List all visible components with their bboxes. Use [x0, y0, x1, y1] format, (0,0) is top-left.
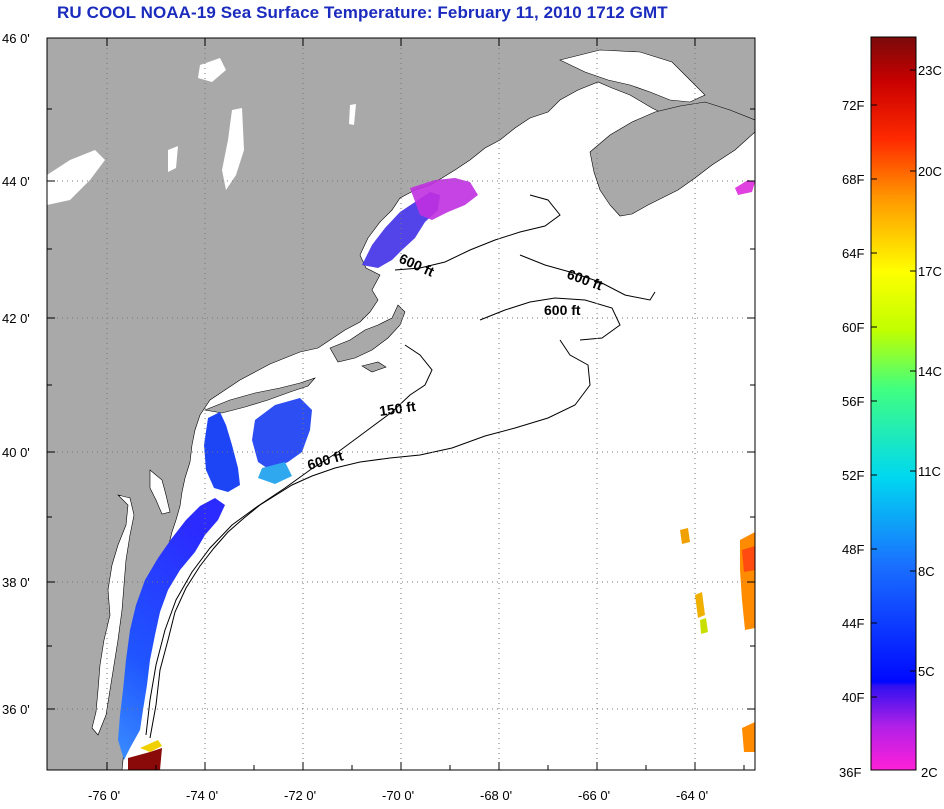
bay-chesapeake [91, 494, 135, 736]
contour-600ft-scotian [519, 254, 656, 301]
axis-ticks [47, 37, 755, 770]
lake [47, 150, 105, 205]
celsius-labels: 23C 20C 17C 14C 11C 8C 5C 2C [918, 63, 942, 780]
colorbar-c-label: 5C [918, 664, 935, 679]
colorbar-c-label: 11C [918, 464, 941, 479]
colorbar-f-label: 44F [842, 616, 864, 631]
lake [222, 108, 244, 190]
colorbar-f-label: 72F [842, 98, 864, 113]
colorbar-c-label: 2C [921, 765, 938, 780]
land-nantucket [361, 361, 387, 373]
lat-label: 40 0' [2, 445, 30, 460]
lake [349, 104, 356, 125]
bay-delaware [149, 469, 171, 515]
sst-patch-nova [735, 180, 755, 195]
contour-label: 600 ft [544, 302, 581, 318]
colorbar-f-label: 48F [842, 542, 864, 557]
colorbar-f-label: 64F [842, 246, 864, 261]
contour-600ft-gom [394, 194, 561, 271]
map-frame: 600 ft 600 ft 600 ft 150 ft 600 ft [47, 38, 755, 770]
gulf-st-lawrence [559, 49, 706, 103]
colorbar-c-label: 20C [918, 164, 942, 179]
latitude-labels: 46 0' 44 0' 42 0' 40 0' 38 0' 36 0' [2, 31, 30, 717]
colorbar-f-label: 56F [842, 394, 864, 409]
colorbar-f-label: 60F [842, 320, 864, 335]
colorbar-c-label: 14C [918, 364, 942, 379]
contour-600ft-shelf [149, 339, 591, 739]
colorbar-f-label: 68F [842, 172, 864, 187]
graticule [47, 38, 755, 770]
lon-label: -68 0' [480, 788, 512, 803]
lon-label: -74 0' [186, 788, 218, 803]
land-cape-cod [329, 304, 406, 363]
sst-patch-li-light [258, 462, 292, 484]
lat-label: 44 0' [2, 174, 30, 189]
contour-600ft-georges [479, 297, 621, 341]
colorbar-f-label: 52F [842, 468, 864, 483]
contour-label: 150 ft [378, 398, 417, 419]
fahrenheit-labels: 72F 68F 64F 60F 56F 52F 48F 44F 40F 36F [839, 98, 864, 780]
colorbar-c-label: 8C [918, 564, 935, 579]
lat-label: 38 0' [2, 575, 30, 590]
sst-patch-small [700, 618, 708, 634]
sst-patch-hatteras-yellow [140, 740, 162, 752]
lake [168, 146, 178, 172]
color-bar: 72F 68F 64F 60F 56F 52F 48F 44F 40F 36F … [839, 36, 942, 780]
sst-patch-hatteras-warm [128, 748, 162, 770]
land-long-island [203, 377, 316, 414]
sst-patch-small [680, 528, 690, 544]
lon-label: -76 0' [88, 788, 120, 803]
land-nova-scotia [589, 101, 755, 217]
longitude-labels: -76 0' -74 0' -72 0' -70 0' -68 0' -66 0… [88, 788, 708, 803]
sst-patch-gulfstream-south [742, 722, 755, 752]
sst-patch-coast [118, 498, 225, 760]
colorbar-f-label: 40F [842, 690, 864, 705]
lat-label: 42 0' [2, 311, 30, 326]
lat-label: 46 0' [2, 31, 30, 46]
colorbar-c-label: 23C [918, 63, 942, 78]
sst-patch-small [695, 592, 705, 618]
lon-label: -66 0' [578, 788, 610, 803]
colorbar-c-label: 17C [918, 264, 942, 279]
lon-label: -64 0' [676, 788, 708, 803]
map-title: RU COOL NOAA-19 Sea Surface Temperature:… [57, 3, 668, 22]
color-scale [870, 36, 917, 771]
lon-label: -72 0' [284, 788, 316, 803]
lon-label: -70 0' [382, 788, 414, 803]
sst-patch-gulfstream-red [742, 546, 755, 572]
colorbar-f-label: 36F [839, 765, 861, 780]
lat-label: 36 0' [2, 702, 30, 717]
contour-150ft [145, 344, 433, 736]
depth-contours [145, 194, 656, 739]
sst-patch-maine-magenta [410, 178, 478, 220]
